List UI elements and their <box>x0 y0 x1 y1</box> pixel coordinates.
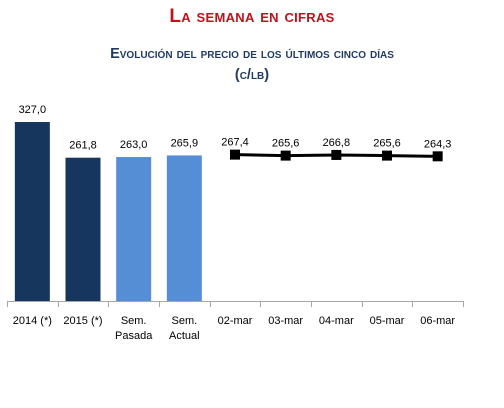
x-tick-label-6: 04-mar <box>319 315 354 327</box>
bar-value-label-3: 265,9 <box>171 137 199 149</box>
x-tick-label-5: 03-mar <box>268 315 303 327</box>
chart-title: La semana en cifras <box>169 6 335 27</box>
line-marker-4 <box>432 151 443 162</box>
x-tick-label-3-line-0: Sem. <box>171 315 197 327</box>
x-tick-label-8: 06-mar <box>420 315 455 327</box>
bars-layer <box>14 122 202 301</box>
bar-0 <box>14 122 50 301</box>
x-tick-label-2-line-0: Sem. <box>121 315 147 327</box>
line-value-label-1: 265,6 <box>272 138 300 150</box>
line-marker-2 <box>331 149 342 160</box>
line-layer <box>230 149 443 162</box>
bar-3 <box>166 155 202 301</box>
subtitle-line-2: (c/lb) <box>234 67 270 83</box>
line-value-label-0: 267,4 <box>221 137 249 149</box>
line-marker-3 <box>382 150 392 161</box>
x-tick-label-1: 2015 (*) <box>63 315 102 327</box>
subtitle-line-1: Evolución del precio de los últimos cinc… <box>110 46 394 62</box>
x-tick-label-7: 05-mar <box>370 315 405 327</box>
line-value-label-3: 265,6 <box>373 138 401 150</box>
x-tick-label-2-line-1: Pasada <box>115 330 153 342</box>
bar-value-label-0: 327,0 <box>19 104 47 116</box>
bar-value-label-2: 263,0 <box>120 139 148 151</box>
chart-subtitle: Evolución del precio de los últimos cinc… <box>0 44 504 86</box>
x-tick-label-3-line-1: Actual <box>169 330 200 342</box>
line-marker-1 <box>280 150 291 161</box>
line-value-label-2: 266,8 <box>323 137 351 149</box>
bar-2 <box>116 157 152 301</box>
x-tick-label-0: 2014 (*) <box>13 315 52 327</box>
x-tick-label-4: 02-mar <box>218 315 253 327</box>
x-axis: 2014 (*) 2015 (*) Sem. Pasada Sem. Actual 02-m… <box>7 301 464 342</box>
value-labels: 327,0 261,8 263,0 265,9 267,4 265,6 266,8 265,6… <box>19 104 452 152</box>
bar-value-label-1: 261,8 <box>69 140 97 152</box>
line-marker-0 <box>230 149 240 160</box>
bar-1 <box>65 157 101 301</box>
line-value-label-4: 264,3 <box>424 138 452 150</box>
